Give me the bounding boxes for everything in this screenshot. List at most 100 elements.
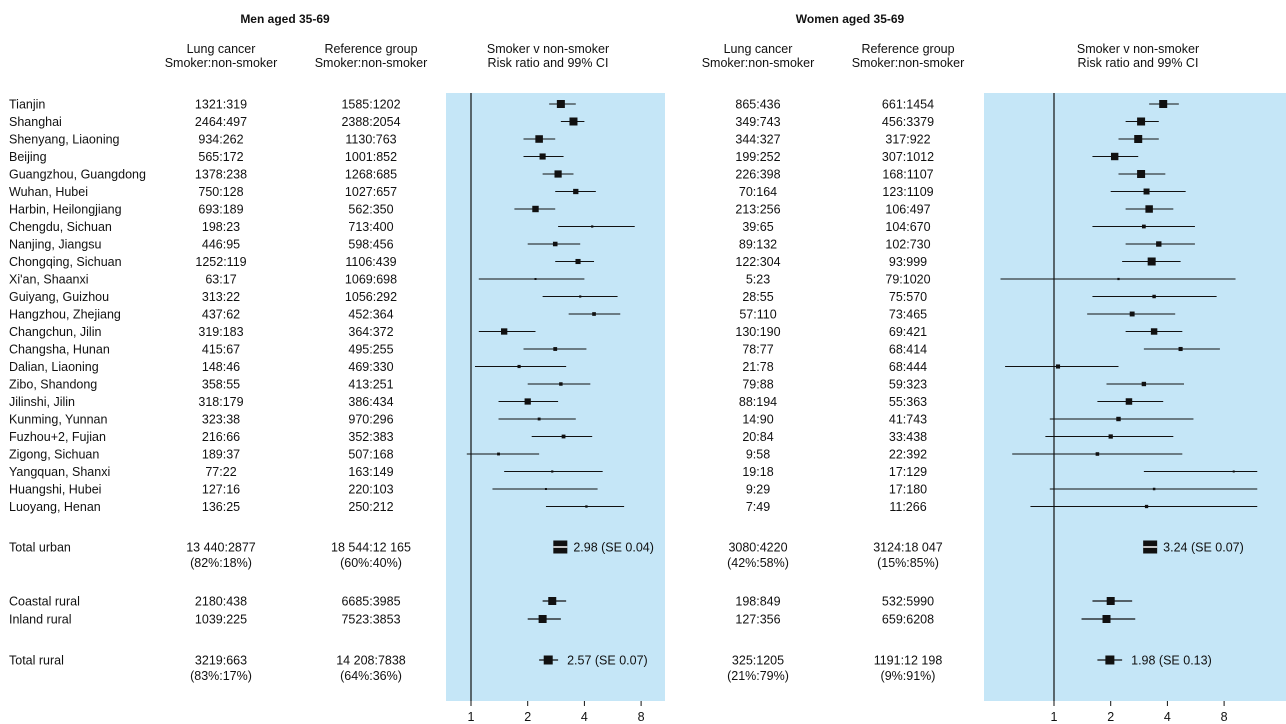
reference-count: 7523:3853 bbox=[341, 613, 400, 627]
risk-ratio-marker bbox=[1105, 655, 1115, 665]
reference-count: 6685:3985 bbox=[341, 595, 400, 609]
lung-cancer-count: 3219:663 bbox=[195, 654, 247, 668]
reference-count: 93:999 bbox=[889, 255, 927, 269]
lung-cancer-count: 9:58 bbox=[746, 448, 770, 462]
city-label: Fuzhou+2, Fujian bbox=[9, 430, 106, 444]
risk-ratio-marker bbox=[1129, 311, 1135, 317]
risk-ratio-marker bbox=[538, 615, 547, 623]
lung-cancer-count: 213:256 bbox=[735, 203, 780, 217]
lung-cancer-count: 934:262 bbox=[198, 133, 243, 147]
lung-cancer-count: 1252:119 bbox=[195, 255, 246, 269]
city-label: Shanghai bbox=[9, 115, 62, 129]
reference-count: 507:168 bbox=[348, 448, 393, 462]
reference-count: 352:383 bbox=[348, 430, 393, 444]
lung-cancer-count: 70:164 bbox=[739, 185, 777, 199]
risk-ratio-marker bbox=[591, 225, 594, 228]
summary-label: Total rural bbox=[9, 654, 64, 668]
reference-count: 469:330 bbox=[348, 360, 393, 374]
reference-count: 659:6208 bbox=[882, 613, 934, 627]
risk-ratio-marker bbox=[1110, 152, 1119, 161]
risk-ratio-marker bbox=[579, 295, 582, 298]
risk-ratio-marker bbox=[1116, 416, 1121, 422]
reference-count: 1001:852 bbox=[345, 150, 397, 164]
reference-count: 33:438 bbox=[889, 430, 927, 444]
risk-ratio-marker bbox=[1143, 188, 1150, 195]
risk-ratio-marker bbox=[1152, 487, 1156, 491]
reference-count: 163:149 bbox=[348, 465, 393, 479]
reference-count: 598:456 bbox=[348, 238, 393, 252]
reference-count: 1106:439 bbox=[345, 255, 396, 269]
reference-count: 413:251 bbox=[348, 378, 393, 392]
reference-count: 102:730 bbox=[885, 238, 930, 252]
risk-ratio-marker bbox=[1137, 170, 1146, 178]
reference-count: 106:497 bbox=[885, 203, 930, 217]
risk-ratio-marker bbox=[556, 100, 565, 108]
summary-label: Inland rural bbox=[9, 613, 72, 627]
city-label: Jilinshi, Jilin bbox=[9, 395, 75, 409]
column-header-lung-cancer-sub: Smoker:non-smoker bbox=[165, 56, 278, 70]
risk-ratio-marker bbox=[575, 258, 581, 265]
reference-count: 3124:18 047 bbox=[873, 541, 943, 555]
lung-cancer-count: 14:90 bbox=[742, 413, 773, 427]
reference-count: 713:400 bbox=[348, 220, 393, 234]
column-header-lung-cancer: Lung cancer bbox=[724, 42, 793, 56]
risk-ratio-marker bbox=[1125, 398, 1133, 405]
lung-cancer-count: 130:190 bbox=[735, 325, 780, 339]
reference-count: 1191:12 198 bbox=[874, 654, 943, 668]
lung-cancer-percent: (83%:17%) bbox=[190, 669, 252, 683]
lung-cancer-count: 865:436 bbox=[735, 98, 780, 112]
column-header-risk-ratio-sub: Risk ratio and 99% CI bbox=[1078, 56, 1199, 70]
risk-ratio-marker bbox=[554, 170, 562, 178]
x-tick-label: 4 bbox=[1164, 710, 1171, 724]
panel-title: Men aged 35-69 bbox=[240, 12, 330, 26]
risk-ratio-marker bbox=[1141, 224, 1146, 229]
lung-cancer-count: 127:16 bbox=[202, 483, 240, 497]
lung-cancer-count: 198:849 bbox=[735, 595, 780, 609]
risk-ratio-marker bbox=[524, 398, 531, 405]
reference-count: 17:129 bbox=[889, 465, 927, 479]
reference-count: 41:743 bbox=[889, 413, 927, 427]
summary-label: Total urban bbox=[9, 541, 71, 555]
risk-ratio-marker bbox=[559, 382, 563, 386]
risk-ratio-marker bbox=[1055, 364, 1061, 369]
lung-cancer-count: 19:18 bbox=[742, 465, 773, 479]
city-label: Xi'an, Shaanxi bbox=[9, 273, 89, 287]
city-label: Dalian, Liaoning bbox=[9, 360, 99, 374]
risk-ratio-marker bbox=[1108, 434, 1113, 439]
reference-percent: (60%:40%) bbox=[340, 556, 402, 570]
risk-ratio-marker bbox=[553, 347, 558, 351]
risk-ratio-marker bbox=[1147, 257, 1156, 266]
risk-ratio-marker bbox=[539, 153, 546, 160]
city-label: Luoyang, Henan bbox=[9, 500, 101, 514]
reference-count: 68:444 bbox=[889, 360, 927, 374]
city-label: Yangquan, Shanxi bbox=[9, 465, 110, 479]
reference-count: 1585:1202 bbox=[341, 98, 400, 112]
pooled-estimate-label: 2.57 (SE 0.07) bbox=[567, 654, 648, 668]
reference-count: 73:465 bbox=[889, 308, 927, 322]
reference-count: 1268:685 bbox=[345, 168, 397, 182]
reference-count: 562:350 bbox=[348, 203, 393, 217]
city-label: Harbin, Heilongjiang bbox=[9, 203, 122, 217]
reference-percent: (9%:91%) bbox=[881, 669, 936, 683]
city-label: Wuhan, Hubei bbox=[9, 185, 88, 199]
city-label: Guangzhou, Guangdong bbox=[9, 168, 146, 182]
lung-cancer-count: 78:77 bbox=[742, 343, 773, 357]
city-label: Kunming, Yunnan bbox=[9, 413, 108, 427]
risk-ratio-marker bbox=[501, 328, 508, 335]
pooled-estimate-label: 2.98 (SE 0.04) bbox=[573, 541, 654, 555]
risk-ratio-marker bbox=[551, 470, 554, 473]
lung-cancer-percent: (42%:58%) bbox=[727, 556, 789, 570]
lung-cancer-count: 77:22 bbox=[205, 465, 236, 479]
city-label: Zibo, Shandong bbox=[9, 378, 97, 392]
lung-cancer-count: 189:37 bbox=[202, 448, 240, 462]
summary-label: Coastal rural bbox=[9, 595, 80, 609]
risk-ratio-marker bbox=[592, 312, 596, 316]
reference-percent: (15%:85%) bbox=[877, 556, 939, 570]
lung-cancer-count: 20:84 bbox=[742, 430, 773, 444]
lung-cancer-count: 57:110 bbox=[739, 308, 776, 322]
lung-cancer-count: 148:46 bbox=[202, 360, 240, 374]
panel-title: Women aged 35-69 bbox=[796, 12, 905, 26]
pooled-estimate-label: 3.24 (SE 0.07) bbox=[1163, 541, 1244, 555]
reference-count: 970:296 bbox=[348, 413, 393, 427]
reference-count: 79:1020 bbox=[885, 273, 930, 287]
